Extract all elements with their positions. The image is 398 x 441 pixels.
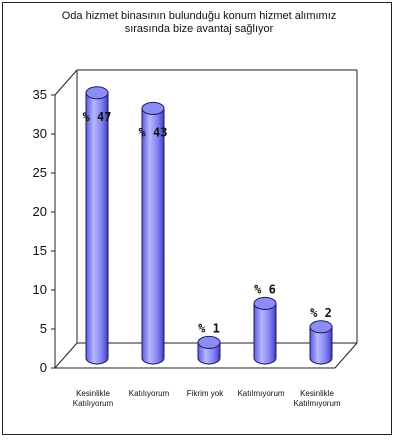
bar-body bbox=[85, 92, 109, 365]
y-tick-label: 5 bbox=[40, 321, 47, 336]
bar-top bbox=[197, 335, 221, 349]
bar-cylinder bbox=[85, 86, 109, 365]
wall-top-edge bbox=[54, 69, 78, 96]
bar-cylinder bbox=[197, 335, 221, 365]
y-tick-labels: 0 5 10 15 20 25 30 35 bbox=[33, 87, 47, 375]
bar-top bbox=[309, 320, 333, 334]
category-label: Kesinlikle bbox=[76, 389, 110, 398]
data-label: % 43 bbox=[139, 125, 168, 139]
y-tick-label: 35 bbox=[33, 87, 47, 102]
bar-cylinder bbox=[309, 320, 333, 365]
floor-left-edge bbox=[54, 342, 78, 369]
category-label: Katılıyorum bbox=[73, 399, 114, 408]
bar-body bbox=[309, 326, 333, 365]
category-label: Fikrim yok bbox=[187, 389, 224, 398]
bar-body bbox=[141, 107, 165, 365]
bar-top bbox=[141, 101, 165, 115]
floor-right-edge bbox=[334, 342, 358, 369]
y-tick-label: 15 bbox=[33, 243, 47, 258]
category-label: Katılmıyorum bbox=[293, 399, 340, 408]
y-tick-label: 25 bbox=[33, 165, 47, 180]
data-label: % 1 bbox=[198, 321, 220, 335]
y-tick-label: 10 bbox=[33, 282, 47, 297]
category-label: Katılıyorum bbox=[129, 389, 170, 398]
data-label: % 6 bbox=[254, 282, 276, 296]
category-label: Kesinlikle bbox=[300, 389, 334, 398]
chart-title-line-2: sırasında bize avantaj sağlıyor bbox=[124, 23, 274, 35]
bar-top bbox=[85, 86, 109, 100]
bars: % 47 % 43 % 1 % 6 % 2 bbox=[83, 86, 333, 365]
chart-title: Oda hizmet binasının bulunduğu konum hiz… bbox=[0, 10, 398, 36]
bar-cylinder bbox=[141, 101, 165, 365]
bar-top bbox=[253, 296, 277, 310]
bar-body bbox=[253, 302, 277, 365]
y-tick-label: 0 bbox=[40, 360, 47, 375]
y-tick-label: 20 bbox=[33, 204, 47, 219]
data-label: % 47 bbox=[83, 110, 112, 124]
chart-title-line-1: Oda hizmet binasının bulunduğu konum hiz… bbox=[61, 10, 337, 22]
y-tick-label: 30 bbox=[33, 126, 47, 141]
category-label: Katılmıyorum bbox=[237, 389, 284, 398]
data-label: % 2 bbox=[310, 306, 332, 320]
bar-cylinder bbox=[253, 296, 277, 365]
